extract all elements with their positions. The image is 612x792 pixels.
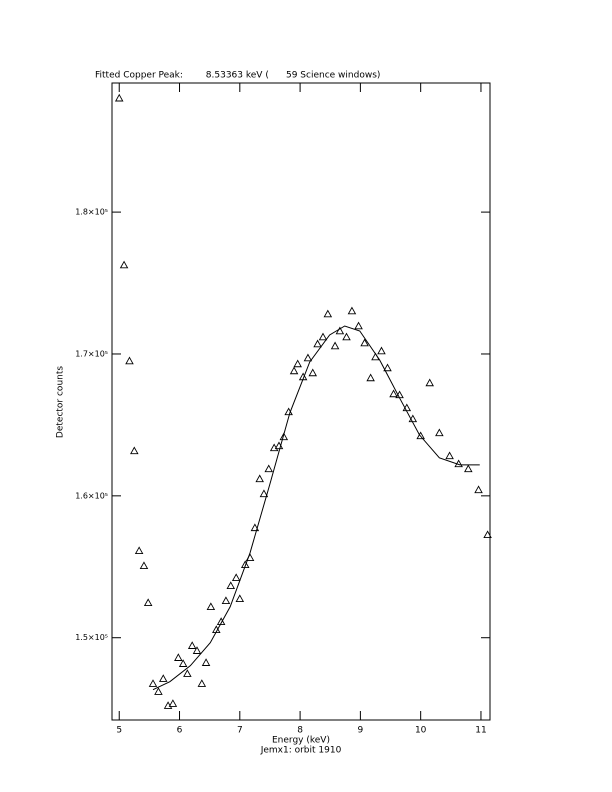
data-point xyxy=(289,366,299,375)
x-tick-label: 5 xyxy=(116,726,122,736)
data-point xyxy=(389,389,398,398)
data-point xyxy=(154,687,163,695)
y-tick-label: 1.6×10⁵ xyxy=(75,491,108,500)
x-tick-label: 7 xyxy=(237,726,243,736)
data-point xyxy=(416,431,425,440)
data-point xyxy=(279,432,289,441)
data-point xyxy=(158,674,168,682)
data-point xyxy=(383,363,392,372)
data-point xyxy=(293,359,302,368)
data-point xyxy=(377,346,386,355)
x-tick-label: 8 xyxy=(297,726,303,736)
data-point xyxy=(240,560,250,569)
data-point xyxy=(206,602,216,610)
data-point xyxy=(255,474,264,483)
x-tick-label: 9 xyxy=(358,726,364,736)
data-point xyxy=(342,332,351,341)
data-point xyxy=(308,368,318,377)
data-point xyxy=(178,659,188,667)
y-tick-label: 1.7×10⁵ xyxy=(75,349,108,358)
x-tick-label: 6 xyxy=(177,726,183,736)
data-point xyxy=(259,489,269,498)
data-point xyxy=(425,378,434,387)
data-point xyxy=(464,464,473,473)
data-point xyxy=(187,641,197,649)
data-point xyxy=(148,679,158,687)
x-tick-label: 10 xyxy=(415,726,427,736)
data-point xyxy=(435,428,444,437)
data-point xyxy=(323,309,333,318)
data-point xyxy=(183,669,192,677)
y-tick-label: 1.8×10⁵ xyxy=(75,208,108,217)
data-point xyxy=(114,93,124,102)
y-tick-label: 1.5×10⁵ xyxy=(75,633,108,642)
data-point xyxy=(313,339,322,348)
data-point xyxy=(139,561,149,570)
data-point xyxy=(483,530,492,539)
data-point xyxy=(366,373,375,382)
data-point xyxy=(197,679,207,687)
chart-title: Fitted Copper Peak: 8.53363 keV ( 59 Sci… xyxy=(95,71,380,81)
data-point xyxy=(226,581,236,590)
data-point xyxy=(125,356,134,365)
y-axis-label: Detector counts xyxy=(56,366,66,438)
data-point xyxy=(445,451,454,460)
data-point xyxy=(130,446,139,455)
data-point xyxy=(143,598,153,606)
data-point xyxy=(474,485,483,494)
data-point xyxy=(303,353,313,362)
plot-frame xyxy=(111,82,491,721)
data-point xyxy=(216,617,226,625)
data-point xyxy=(354,321,363,330)
data-point xyxy=(347,306,357,315)
data-point xyxy=(231,573,241,582)
data-point xyxy=(330,341,340,350)
data-point xyxy=(250,523,260,532)
subtitle: Jemx1: orbit 1910 xyxy=(260,746,342,756)
fit-curve xyxy=(152,325,480,691)
data-point xyxy=(360,338,369,347)
data-point xyxy=(264,464,274,473)
data-point xyxy=(119,260,129,269)
data-point xyxy=(168,699,178,707)
data-point xyxy=(192,646,202,654)
data-point xyxy=(174,653,183,661)
data-point xyxy=(221,596,231,604)
x-tick-label: 11 xyxy=(475,726,486,736)
data-point xyxy=(235,594,245,603)
data-point xyxy=(201,658,211,666)
data-point xyxy=(318,332,328,341)
x-axis-label: Energy (keV) xyxy=(272,736,330,746)
data-point xyxy=(335,326,345,335)
data-point xyxy=(134,546,144,555)
